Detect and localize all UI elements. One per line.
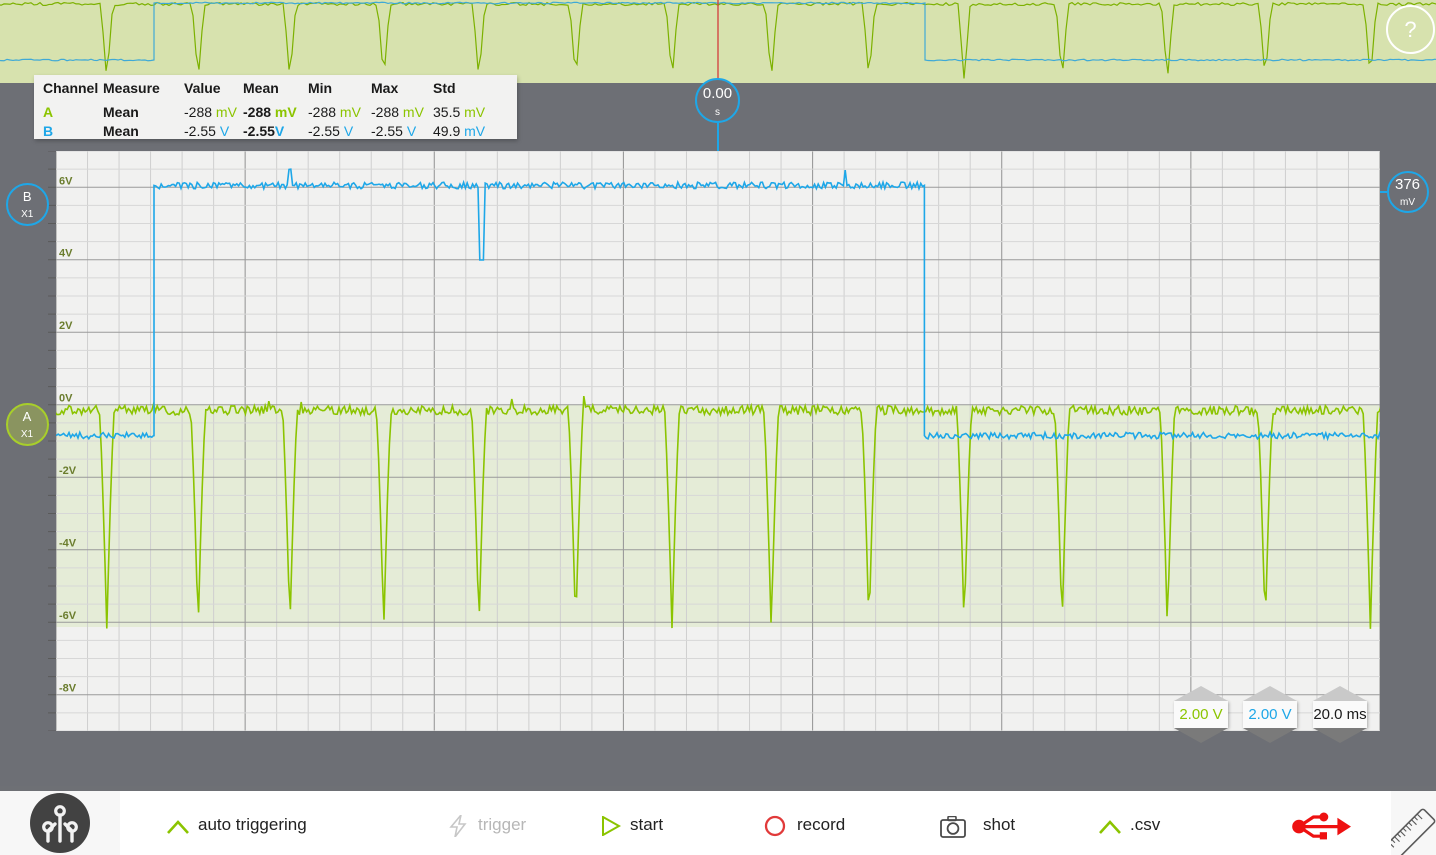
svg-text:4V: 4V xyxy=(59,248,73,260)
svg-text:-6V: -6V xyxy=(59,610,77,622)
svg-text:-4V: -4V xyxy=(59,538,77,550)
svg-text:2V: 2V xyxy=(59,320,73,332)
svg-text:0V: 0V xyxy=(59,393,73,405)
svg-text:-8V: -8V xyxy=(59,683,77,695)
svg-text:6V: 6V xyxy=(59,176,73,188)
svg-text:-2V: -2V xyxy=(59,465,77,477)
